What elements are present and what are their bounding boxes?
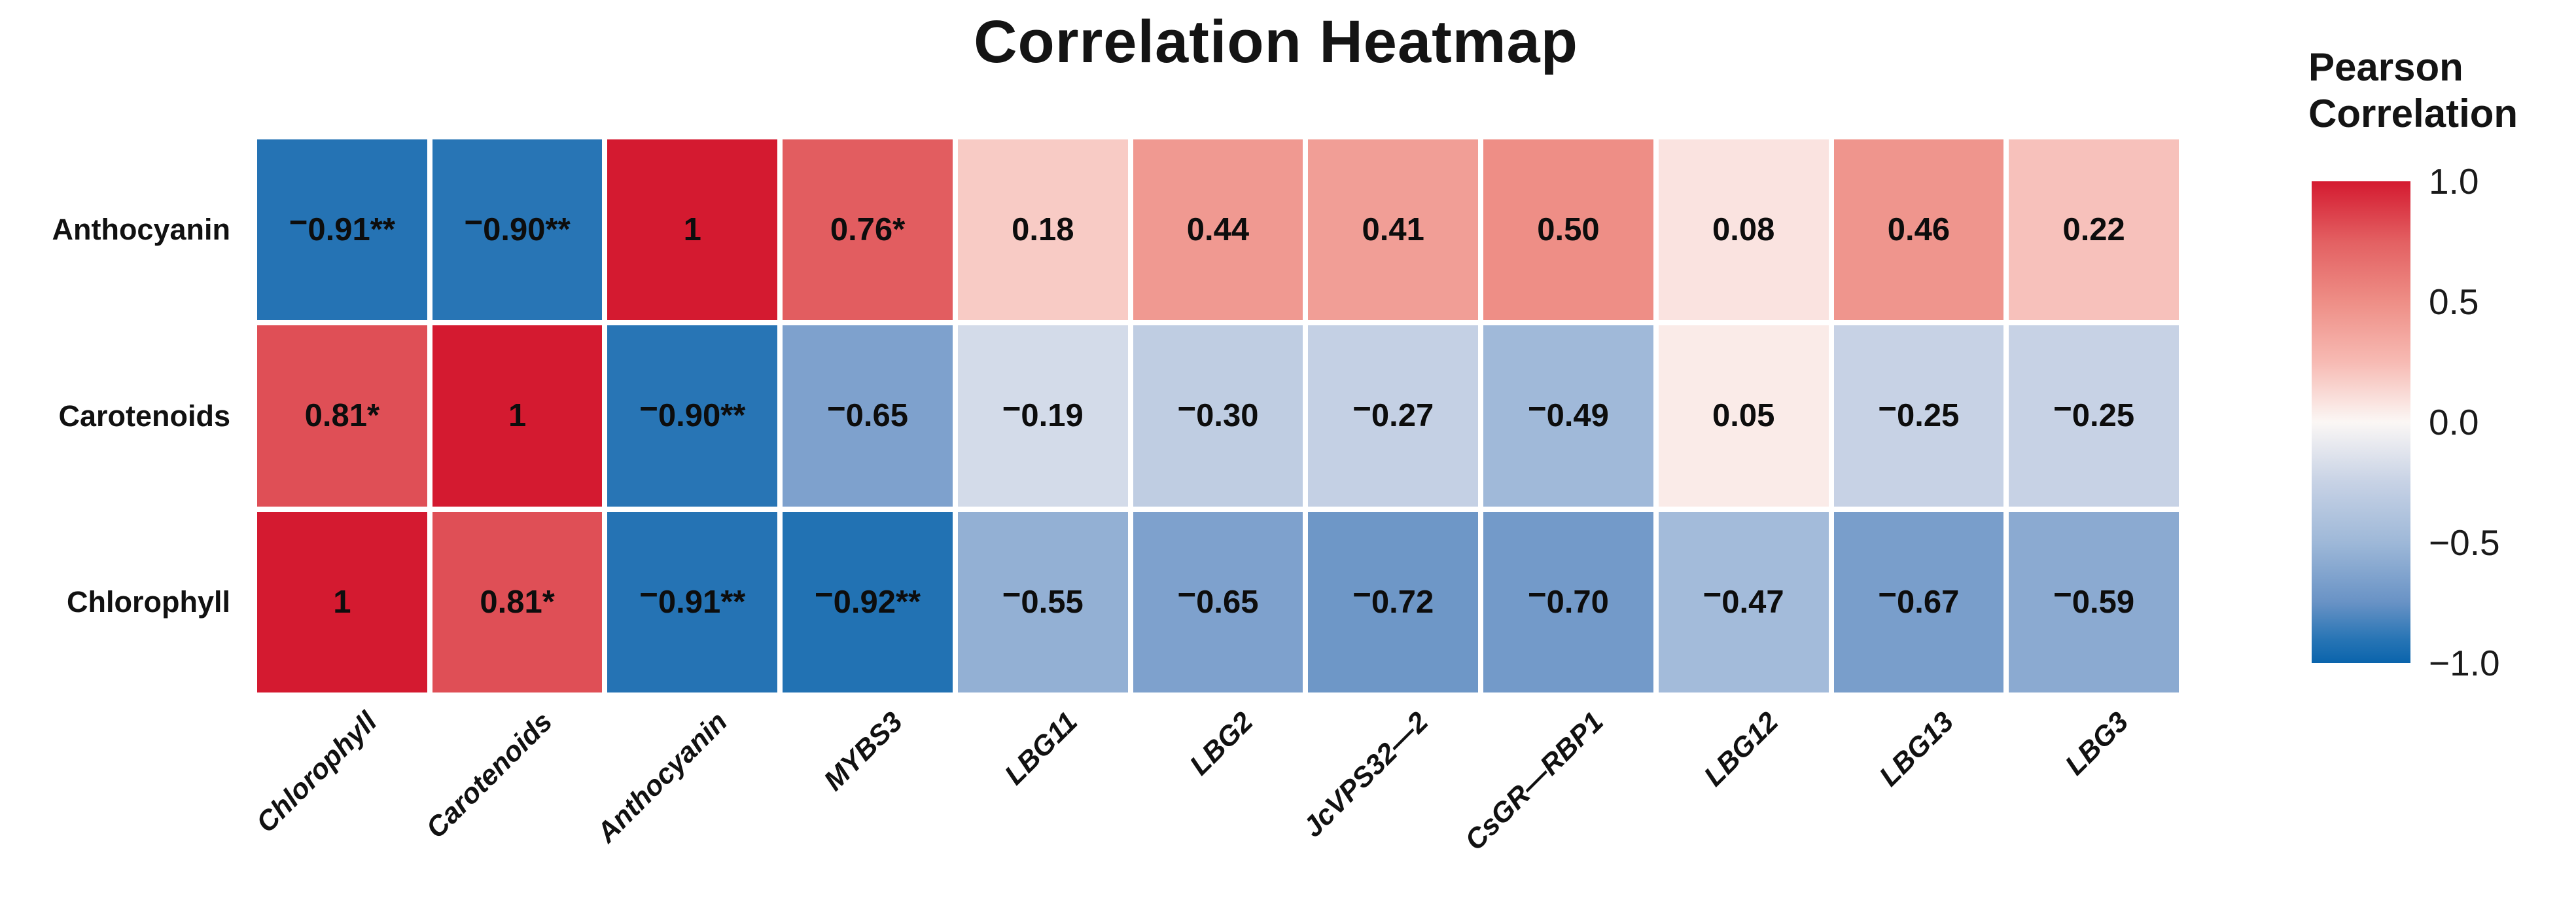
x-axis-label-carotenoids: Carotenoids — [419, 706, 559, 845]
heatmap-cell: −0.90** — [432, 139, 603, 321]
heatmap-cell: −0.27 — [1308, 325, 1479, 507]
heatmap-cell: −0.90** — [607, 325, 778, 507]
heatmap-cell: −0.30 — [1133, 325, 1303, 507]
heatmap-cell: 0.44 — [1133, 139, 1303, 321]
x-axis-label-lbg11: LBG11 — [998, 706, 1084, 791]
heatmap-cell: −0.91** — [257, 139, 427, 321]
x-axis-label-chlorophyll: Chlorophyll — [250, 706, 383, 839]
colorbar — [2312, 181, 2410, 663]
heatmap-cell: 0.18 — [957, 139, 1128, 321]
heatmap-cell: −0.55 — [957, 511, 1128, 692]
x-axis-label-csgr-rbp1: CsGR—RBP1 — [1458, 706, 1610, 857]
y-axis-label-carotenoids: Carotenoids — [58, 399, 230, 433]
heatmap-cell: 0.50 — [1483, 139, 1653, 321]
heatmap-cell: −0.65 — [783, 325, 953, 507]
colorbar-tick: −1.0 — [2429, 643, 2500, 683]
heatmap-cell: 1 — [432, 325, 603, 507]
y-axis-label-anthocyanin: Anthocyanin — [52, 213, 230, 247]
heatmap-cell: −0.25 — [1833, 325, 2004, 507]
colorbar-tick: 0.5 — [2429, 281, 2479, 322]
heatmap-cell: −0.91** — [607, 511, 778, 692]
heatmap-cell: 0.05 — [1658, 325, 1829, 507]
heatmap-cell: 1 — [607, 139, 778, 321]
heatmap-cell: −0.47 — [1658, 511, 1829, 692]
heatmap-cell: 0.81* — [257, 325, 427, 507]
heatmap-cell: −0.25 — [2009, 325, 2179, 507]
x-axis-label-jcvps32-2: JcVPS32—2 — [1297, 706, 1434, 844]
heatmap-cell: 0.41 — [1308, 139, 1479, 321]
x-axis-label-anthocyanin: Anthocyanin — [590, 706, 733, 849]
heatmap-cell: −0.72 — [1308, 511, 1479, 692]
x-axis-label-lbg3: LBG3 — [2059, 706, 2135, 782]
x-axis-label-lbg12: LBG12 — [1698, 706, 1785, 793]
chart-title: Correlation Heatmap — [974, 9, 1578, 75]
x-axis-label-mybs3: MYBS3 — [817, 706, 909, 797]
heatmap-cell: 0.76* — [783, 139, 953, 321]
heatmap-grid: −0.91** −0.90** 1 0.76* 0.18 0.44 0.41 0.50 0.08… — [257, 139, 2179, 692]
heatmap-cell: 0.08 — [1658, 139, 1829, 321]
heatmap-cell: −0.92** — [783, 511, 953, 692]
x-axis-label-lbg2: LBG2 — [1184, 706, 1260, 782]
colorbar-tick: 1.0 — [2429, 161, 2479, 202]
heatmap-cell: 1 — [257, 511, 427, 692]
heatmap-cell: −0.70 — [1483, 511, 1653, 692]
colorbar-tick: −0.5 — [2429, 522, 2500, 563]
legend-title-line2: Correlation — [2308, 91, 2518, 135]
x-axis-label-lbg13: LBG13 — [1873, 706, 1960, 793]
heatmap-cell: −0.59 — [2009, 511, 2179, 692]
heatmap-cell: −0.67 — [1833, 511, 2004, 692]
heatmap-cell: −0.65 — [1133, 511, 1303, 692]
legend-title-line1: Pearson — [2308, 45, 2463, 89]
legend-title: Pearson Correlation — [2308, 45, 2518, 137]
heatmap-cell: 0.46 — [1833, 139, 2004, 321]
heatmap-cell: −0.49 — [1483, 325, 1653, 507]
heatmap-cell: 0.22 — [2009, 139, 2179, 321]
heatmap-cell: 0.81* — [432, 511, 603, 692]
heatmap-cell: −0.19 — [957, 325, 1128, 507]
colorbar-tick: 0.0 — [2429, 402, 2479, 442]
y-axis-label-chlorophyll: Chlorophyll — [67, 584, 230, 619]
